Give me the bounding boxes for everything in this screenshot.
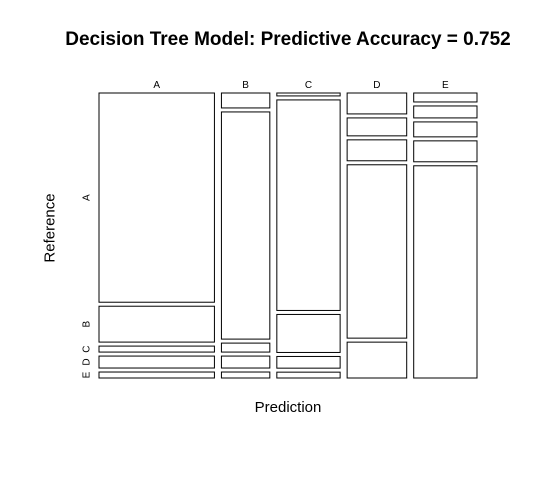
mosaic-tile-E-D bbox=[413, 140, 478, 163]
x-tick-label-B: B bbox=[242, 80, 249, 91]
mosaic-tile-D-A bbox=[346, 92, 408, 115]
y-tick-label-A: A bbox=[82, 194, 93, 201]
chart-title: Decision Tree Model: Predictive Accuracy… bbox=[65, 29, 511, 50]
mosaic-tile-B-D bbox=[220, 355, 271, 369]
mosaic-tile-A-D bbox=[98, 355, 215, 369]
x-tick-label-E: E bbox=[442, 80, 449, 91]
mosaic-tile-D-E bbox=[346, 341, 408, 379]
mosaic-tile-B-A bbox=[220, 92, 271, 109]
mosaic-tile-B-B bbox=[220, 111, 271, 340]
y-tick-label-B: B bbox=[82, 320, 93, 327]
mosaic-tile-E-E bbox=[413, 165, 478, 379]
mosaic-tile-A-B bbox=[98, 305, 215, 343]
mosaic-tile-E-C bbox=[413, 121, 478, 138]
mosaic-tile-D-C bbox=[346, 139, 408, 162]
mosaic-tile-E-A bbox=[413, 92, 478, 103]
mosaic-tile-A-A bbox=[98, 92, 215, 303]
x-tick-label-C: C bbox=[305, 80, 312, 91]
y-tick-label-E: E bbox=[82, 371, 93, 378]
mosaic-tile-E-B bbox=[413, 105, 478, 119]
mosaic-tile-B-C bbox=[220, 342, 271, 353]
y-axis-label: Reference bbox=[41, 193, 59, 263]
x-axis-label: Prediction bbox=[254, 399, 322, 416]
x-tick-label-D: D bbox=[373, 80, 380, 91]
y-tick-label-D: D bbox=[82, 358, 93, 365]
mosaic-tile-C-D bbox=[276, 355, 341, 369]
mosaic-tile-C-C bbox=[276, 313, 341, 353]
mosaic-tile-C-B bbox=[276, 99, 341, 311]
mosaic-tile-A-C bbox=[98, 345, 215, 353]
mosaic-tile-D-D bbox=[346, 164, 408, 339]
y-tick-label-C: C bbox=[82, 345, 93, 352]
x-tick-label-A: A bbox=[153, 80, 160, 91]
mosaic-tile-D-B bbox=[346, 117, 408, 137]
mosaic-tile-C-A bbox=[276, 92, 341, 97]
mosaic-tile-A-E bbox=[98, 371, 215, 379]
mosaic-tile-B-E bbox=[220, 371, 271, 379]
mosaic-tile-C-E bbox=[276, 371, 341, 379]
